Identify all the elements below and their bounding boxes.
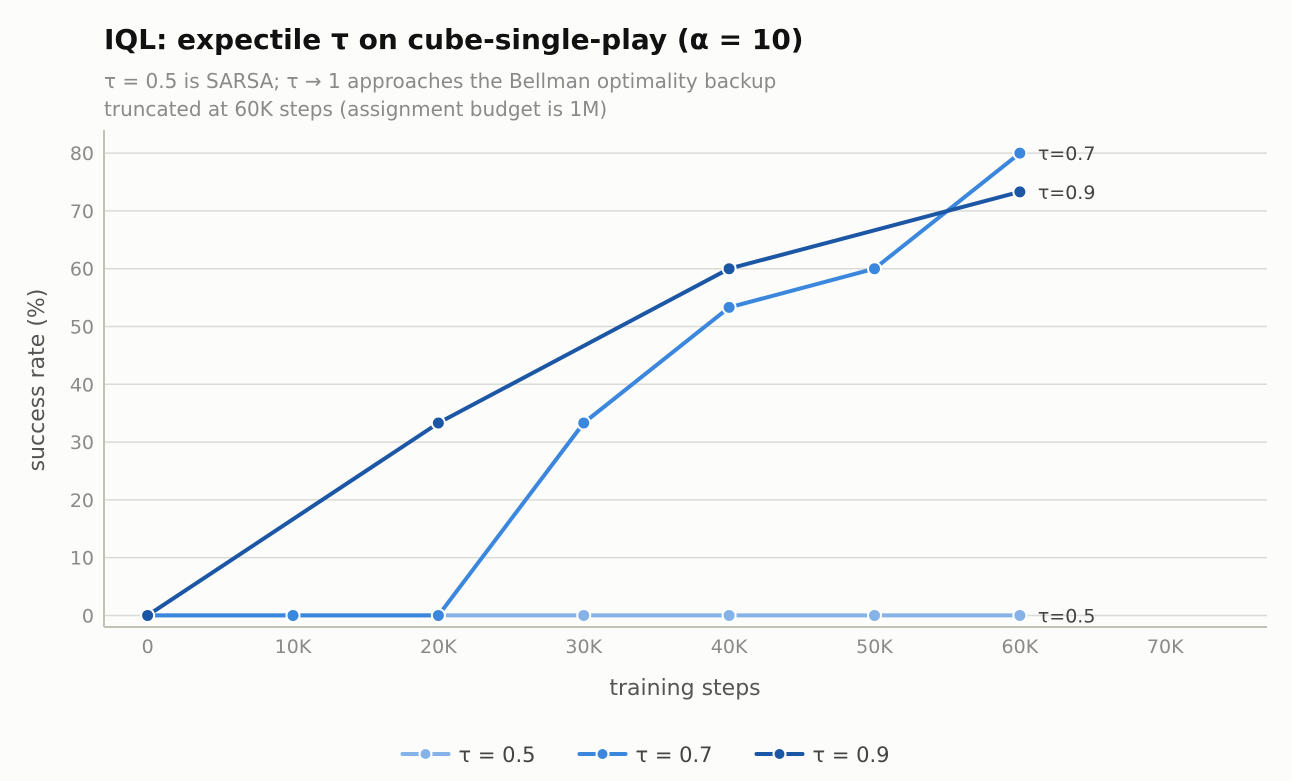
y-tick-label: 50	[70, 316, 94, 338]
chart-title: IQL: expectile τ on cube-single-play (α …	[104, 23, 804, 56]
series-2	[140, 145, 1028, 623]
legend-item: τ = 0.9	[754, 743, 890, 767]
legend-label: τ = 0.9	[813, 743, 890, 767]
data-point	[1012, 607, 1028, 623]
y-tick-label: 70	[70, 201, 94, 223]
legend: τ = 0.5 τ = 0.7 τ = 0.9	[400, 743, 890, 767]
x-axis-label: training steps	[609, 676, 760, 701]
legend-item: τ = 0.7	[577, 743, 713, 767]
tick-labels: 0 10 20 30 40 50 60 70 80 0 10K 20K 30K 40K 50K 60K 70K	[70, 143, 1184, 658]
y-tick-label: 10	[70, 548, 94, 570]
data-point	[1012, 145, 1028, 161]
data-point	[285, 607, 301, 623]
legend-swatch-marker	[418, 747, 433, 761]
x-tick-label: 40K	[711, 636, 748, 658]
data-point	[140, 607, 156, 623]
series-line	[145, 189, 1022, 618]
x-tick-label: 10K	[275, 636, 312, 658]
x-tick-label: 60K	[1002, 636, 1039, 658]
series-end-label: τ=0.7	[1038, 143, 1096, 165]
legend-label: τ = 0.7	[636, 743, 713, 767]
x-tick-label: 20K	[420, 636, 457, 658]
x-tick-label: 70K	[1147, 636, 1184, 658]
data-point	[721, 607, 737, 623]
end-labels: τ=0.5 τ=0.7 τ=0.9	[1038, 143, 1096, 627]
y-tick-label: 40	[70, 374, 94, 396]
data-point	[576, 607, 592, 623]
y-axis-label: success rate (%)	[25, 289, 50, 472]
data-point	[866, 261, 882, 277]
legend-swatch-marker	[595, 747, 610, 761]
data-point	[721, 261, 737, 277]
grid	[104, 152, 1267, 617]
data-point	[430, 607, 446, 623]
y-tick-label: 0	[82, 605, 94, 627]
y-tick-label: 30	[70, 432, 94, 454]
y-tick-label: 20	[70, 490, 94, 512]
legend-swatch-marker	[772, 747, 787, 761]
y-tick-label: 60	[70, 259, 94, 281]
series-end-label: τ=0.5	[1038, 605, 1096, 627]
legend-item: τ = 0.5	[400, 743, 536, 767]
data-point	[430, 415, 446, 431]
x-tick-label: 50K	[856, 636, 893, 658]
series-end-label: τ=0.9	[1038, 182, 1096, 204]
data-point	[576, 415, 592, 431]
series-layer	[140, 145, 1028, 623]
x-tick-label: 30K	[565, 636, 602, 658]
x-tick-label: 0	[142, 636, 154, 658]
y-tick-label: 80	[70, 143, 94, 165]
chart-subtitle-line-1: τ = 0.5 is SARSA; τ → 1 approaches the B…	[104, 69, 776, 93]
axes	[103, 130, 1267, 628]
chart-subtitle-line-2: truncated at 60K steps (assignment budge…	[104, 97, 607, 121]
series-3	[140, 184, 1028, 623]
data-point	[721, 299, 737, 315]
legend-label: τ = 0.5	[459, 743, 536, 767]
data-point	[866, 607, 882, 623]
data-point	[1012, 184, 1028, 200]
